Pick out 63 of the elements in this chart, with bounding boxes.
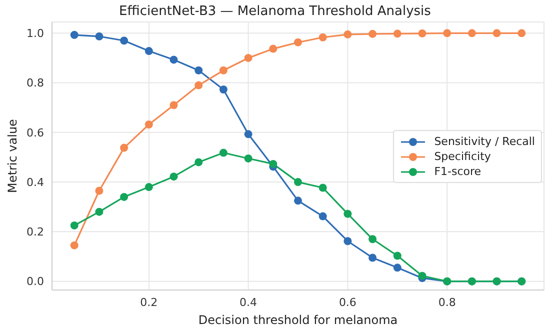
point [244,130,252,138]
point [318,33,327,42]
point [170,172,178,181]
point [344,30,352,38]
point [219,66,228,74]
point [95,186,104,195]
point [144,183,153,192]
point [344,237,352,246]
point [219,85,228,94]
point [418,29,426,38]
point [95,208,104,216]
point [418,272,426,280]
point [219,148,228,157]
y-tick-label: 0.0 [26,275,44,288]
y-tick-label: 0.6 [26,126,44,140]
point [318,184,327,192]
legend-label: Sensitivity / Recall [434,134,535,149]
point [294,178,302,186]
x-tick-label: 0.4 [240,296,258,309]
point [294,38,302,46]
point [269,160,278,168]
point [170,56,178,64]
x-tick-label: 0.8 [438,296,456,309]
point [194,158,203,166]
point [518,29,526,38]
point [269,44,278,53]
legend-label: Specificity [434,149,491,164]
point [393,30,402,38]
point [244,54,252,62]
point [120,192,128,201]
y-tick-label: 0.8 [26,76,44,90]
point [70,221,78,230]
point [393,252,402,260]
point [95,32,104,40]
point [344,210,352,218]
point [443,29,452,38]
y-tick-label: 0.4 [26,176,44,189]
point [393,264,402,272]
x-tick-label: 0.2 [140,296,158,309]
point [170,101,178,110]
x-axis-title: Decision threshold for melanoma [198,313,398,327]
point [368,235,377,244]
chart-title: EfficientNet-B3 — Melanoma Threshold Analysis [118,4,432,19]
y-axis-title: Metric value [5,119,20,193]
point [70,241,78,250]
point [120,36,128,45]
y-tick-label: 0.2 [26,226,44,239]
point [144,47,153,56]
x-tick-label: 0.6 [338,296,356,309]
point [194,81,203,90]
point [368,254,377,262]
point [70,30,78,39]
point [368,30,377,38]
point [194,66,203,74]
y-tick-label: 1.0 [26,27,44,40]
point [294,196,302,205]
point [120,144,128,152]
point [492,29,501,38]
point [468,29,476,38]
point [244,154,252,162]
legend-label: F1-score [434,164,482,179]
point [144,120,153,128]
point [318,212,327,220]
